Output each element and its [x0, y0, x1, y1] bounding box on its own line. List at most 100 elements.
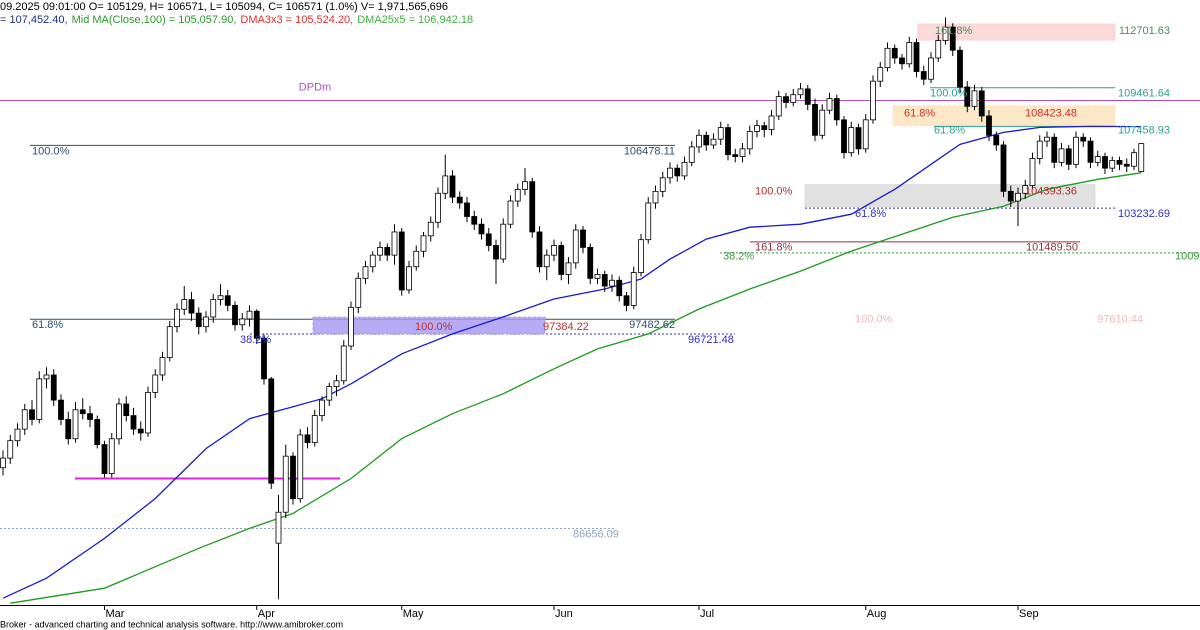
- candle-body: [659, 177, 666, 192]
- level-price: 97482.62: [629, 319, 675, 331]
- candle-body: [43, 374, 50, 380]
- candle-body: [862, 119, 869, 150]
- candle-body: [493, 245, 499, 260]
- ma-line: [10, 172, 1142, 604]
- candle-body: [87, 413, 93, 420]
- candle-body: [558, 245, 565, 275]
- candle-body: [224, 295, 231, 306]
- candle-body: [268, 378, 275, 484]
- candle-body: [232, 304, 238, 326]
- candle-body: [891, 47, 898, 59]
- candle-body: [420, 235, 427, 252]
- candle-body: [1073, 136, 1079, 165]
- candle-body: [471, 216, 478, 225]
- candle-body: [94, 419, 101, 445]
- candle-body: [616, 279, 623, 297]
- candle-body: [754, 125, 760, 132]
- candle-body: [935, 40, 942, 59]
- level-price: 103232.69: [1118, 208, 1170, 220]
- candle-body: [333, 380, 340, 387]
- candle-body: [478, 223, 485, 235]
- level-percent: 61.8%: [855, 208, 886, 220]
- level-percent: 61.8%: [934, 124, 965, 136]
- candle-body: [130, 415, 137, 430]
- candle-body: [1015, 192, 1021, 202]
- indicator-label: DMA25x5 = 106,942.18: [357, 14, 473, 26]
- candle-body: [464, 202, 470, 217]
- candle-body: [50, 374, 57, 401]
- level-name: DPDm: [299, 81, 331, 93]
- level-price: 108423.48: [1025, 108, 1077, 120]
- candle-body: [0, 457, 6, 469]
- level-percent: 61.8%: [32, 319, 63, 331]
- candle-body: [855, 127, 862, 150]
- level-percent: 161.8%: [935, 25, 973, 37]
- candle-body: [551, 245, 557, 256]
- candle-body: [384, 247, 391, 256]
- candle-body: [1080, 136, 1087, 142]
- candle-body: [971, 90, 978, 107]
- level-percent: 100.0%: [415, 321, 453, 333]
- candle-body: [217, 295, 224, 301]
- candle-body: [282, 455, 289, 513]
- candle-body: [601, 274, 608, 287]
- candle-body: [1044, 136, 1050, 142]
- candle-body: [485, 233, 492, 246]
- level-percent: 100.0%: [930, 88, 968, 100]
- candle-body: [884, 47, 891, 69]
- candle-body: [732, 154, 739, 157]
- level-percent: 61.8%: [904, 108, 935, 120]
- candle-body: [297, 434, 304, 500]
- candle-body: [391, 231, 398, 256]
- candle-body: [978, 90, 985, 117]
- candle-body: [377, 247, 383, 256]
- candle-body: [123, 403, 130, 416]
- x-tick-label: Jun: [555, 608, 573, 620]
- level-zone: [312, 316, 546, 335]
- candle-body: [529, 181, 536, 233]
- level-price: 107458.93: [1118, 124, 1170, 136]
- candle-body: [848, 127, 855, 154]
- x-tick-label: May: [403, 608, 424, 620]
- candle-body: [1131, 152, 1137, 167]
- x-tick-label: Aug: [867, 608, 887, 620]
- candle-body: [21, 409, 28, 430]
- level-price: 101489.50: [1026, 242, 1078, 254]
- candle-body: [1000, 144, 1007, 192]
- level-percent: 38.2%: [240, 334, 271, 346]
- candle-body: [304, 434, 311, 444]
- candle-body: [413, 250, 420, 268]
- candle-body: [1116, 160, 1123, 165]
- candle-body: [638, 239, 644, 273]
- candle-body: [587, 247, 594, 279]
- indicator-label: = 107,452.40,: [0, 14, 68, 26]
- candle-body: [993, 134, 1000, 146]
- level-price: 104393.36: [1025, 186, 1077, 198]
- candle-body: [449, 175, 456, 198]
- candle-body: [522, 181, 528, 190]
- candle-body: [797, 88, 804, 96]
- candle-body: [833, 98, 840, 121]
- candle-body: [65, 419, 72, 440]
- candle-body: [398, 231, 405, 291]
- candle-body: [623, 295, 630, 306]
- candle-body: [203, 316, 209, 328]
- candle-body: [239, 318, 246, 326]
- level-price: 96721.48: [688, 334, 734, 346]
- candle-body: [536, 231, 543, 268]
- candle-body: [768, 115, 775, 130]
- candle-body: [1109, 160, 1116, 169]
- candle-body: [456, 196, 463, 204]
- candle-body: [949, 26, 956, 51]
- candle-body: [369, 254, 376, 268]
- candle-body: [812, 103, 818, 136]
- candle-body: [36, 378, 43, 420]
- candle-body: [688, 146, 695, 163]
- candle-body: [674, 167, 681, 177]
- candle-body: [275, 511, 282, 544]
- level-zone: [917, 23, 1116, 41]
- footer: Broker - advanced charting and technical…: [0, 619, 343, 629]
- candle-body: [137, 428, 144, 434]
